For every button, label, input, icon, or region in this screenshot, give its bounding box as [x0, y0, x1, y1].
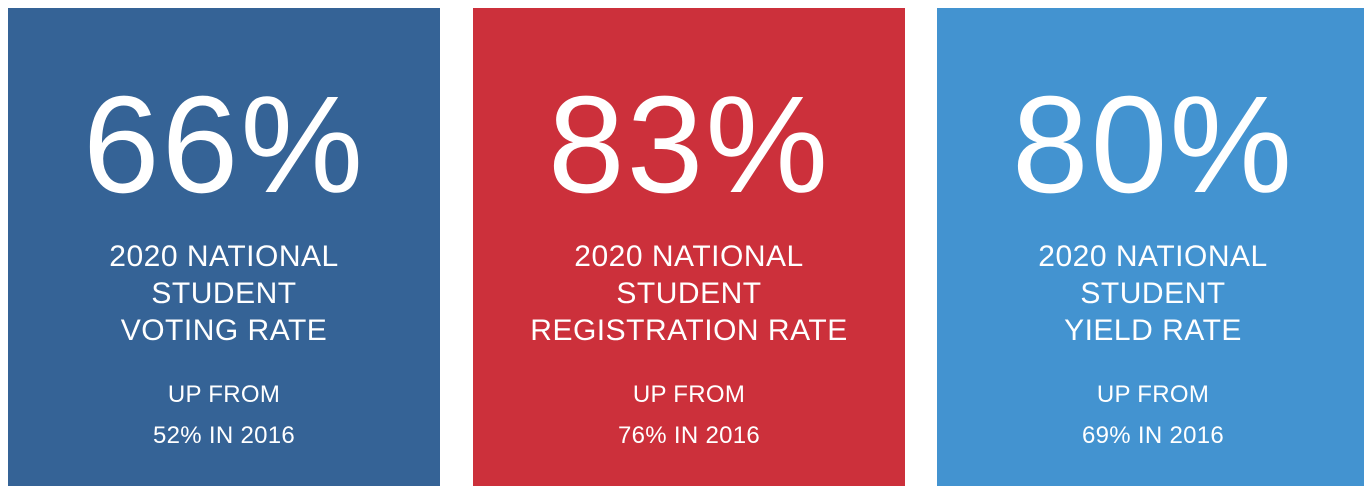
comparison-line: 52% IN 2016: [152, 422, 296, 449]
label-line: YIELD RATE: [1064, 314, 1242, 347]
label-line: VOTING RATE: [120, 314, 328, 347]
stat-value: 80%: [1011, 68, 1295, 222]
label-line: REGISTRATION RATE: [530, 314, 848, 347]
comparison-line: 69% IN 2016: [1081, 422, 1225, 449]
label-line: 2020 NATIONAL: [109, 240, 339, 273]
label-line: 2020 NATIONAL: [574, 240, 804, 273]
comparison-line: UP FROM: [632, 381, 746, 408]
stat-value: 83%: [547, 68, 831, 222]
stat-comparison: UP FROM 69% IN 2016: [937, 374, 1364, 456]
stat-label: 2020 NATIONAL STUDENT REGISTRATION RATE: [473, 238, 905, 349]
stat-comparison: UP FROM 76% IN 2016: [473, 374, 905, 456]
stat-label: 2020 NATIONAL STUDENT VOTING RATE: [8, 238, 440, 349]
stat-value: 66%: [82, 68, 366, 222]
comparison-line: UP FROM: [167, 381, 281, 408]
label-line: STUDENT: [616, 277, 762, 310]
label-line: STUDENT: [151, 277, 297, 310]
stat-card: 83% 2020 NATIONAL STUDENT REGISTRATION RATE…: [473, 8, 905, 486]
label-line: STUDENT: [1080, 277, 1226, 310]
label-line: 2020 NATIONAL: [1038, 240, 1268, 273]
stat-card: 80% 2020 NATIONAL STUDENT YIELD RATE UP FROM…: [937, 8, 1364, 486]
comparison-line: 76% IN 2016: [617, 422, 761, 449]
stat-label: 2020 NATIONAL STUDENT YIELD RATE: [937, 238, 1364, 349]
comparison-line: UP FROM: [1096, 381, 1210, 408]
stat-card: 66% 2020 NATIONAL STUDENT VOTING RATE UP FRO…: [8, 8, 440, 486]
stat-comparison: UP FROM 52% IN 2016: [8, 374, 440, 456]
